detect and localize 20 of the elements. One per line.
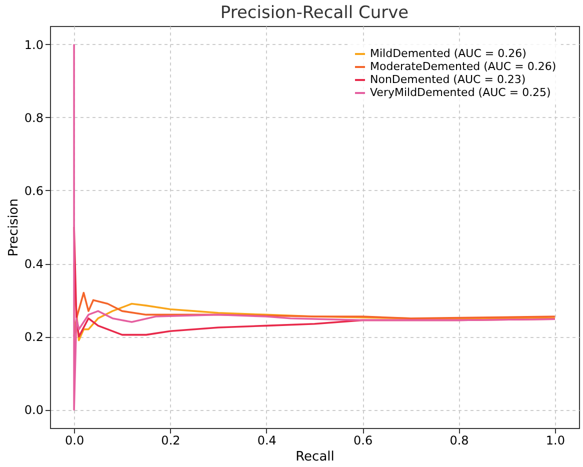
y-tick-label: 0.8 — [24, 110, 44, 125]
y-tick-label: 0.2 — [24, 330, 44, 344]
x-tick-label: 0.4 — [257, 434, 276, 448]
legend-label: ModerateDemented (AUC = 0.26) — [370, 60, 556, 73]
legend-label: NonDemented (AUC = 0.23) — [370, 73, 526, 86]
x-tick-label: 0.6 — [354, 434, 373, 448]
x-tick-label: 1.0 — [546, 434, 565, 448]
y-tick-label: 0.6 — [24, 184, 44, 198]
y-tick-label: 1.0 — [24, 38, 44, 52]
x-axis-title: Recall — [296, 450, 334, 464]
legend-label: VeryMildDemented (AUC = 0.25) — [370, 86, 551, 99]
y-axis-title: Precision — [6, 198, 22, 257]
line-series — [73, 43, 556, 411]
chart-title: Precision-Recall Curve — [220, 3, 409, 23]
y-tick-label: 0.4 — [24, 257, 44, 272]
x-tick-label: 0.2 — [161, 434, 180, 448]
x-tick-label: 0.0 — [65, 434, 84, 448]
x-tick-label: 0.8 — [450, 434, 469, 448]
y-tick-label: 0.0 — [24, 403, 44, 418]
legend-label: MildDemented (AUC = 0.26) — [370, 47, 526, 60]
